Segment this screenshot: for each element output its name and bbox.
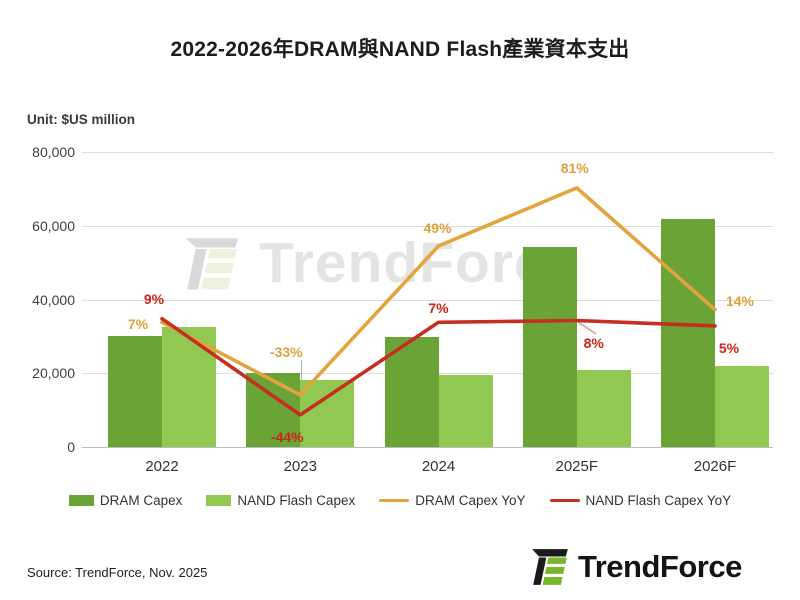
chart-title: 2022-2026年DRAM與NAND Flash產業資本支出 xyxy=(170,38,630,61)
leader-line-8pct xyxy=(577,321,597,335)
legend-label-nand-yoy: NAND Flash Capex YoY xyxy=(585,493,732,508)
legend-item-nand-yoy: NAND Flash Capex YoY xyxy=(549,493,732,508)
gridline xyxy=(82,152,773,153)
legend-item-nand-capex: NAND Flash Capex xyxy=(206,493,355,508)
dram-capex-bar xyxy=(522,247,577,447)
dram-yoy-swatch xyxy=(379,498,410,503)
trendforce-logo: TrendForce xyxy=(529,546,742,588)
x-axis-category-label: 2024 xyxy=(421,458,456,475)
trendforce-watermark-icon xyxy=(185,238,239,290)
dram-yoy-percent-label: 49% xyxy=(423,220,452,237)
trendforce-logo-icon xyxy=(532,549,568,585)
legend-label-nand-capex: NAND Flash Capex xyxy=(237,493,356,508)
legend-label-dram-capex: DRAM Capex xyxy=(99,493,183,508)
legend: DRAM Capex NAND Flash Capex DRAM Capex Y… xyxy=(0,493,800,508)
nand-flash-capex-bar xyxy=(576,369,631,447)
trendforce-logo-text: TrendForce xyxy=(578,549,742,584)
dram-capex-bar xyxy=(661,219,715,447)
nand-yoy-percent-label: 7% xyxy=(428,300,449,317)
dram-yoy-percent-label: 7% xyxy=(127,316,149,333)
nand-flash-capex-bar xyxy=(715,365,769,447)
x-axis-category-label: 2025F xyxy=(555,458,599,475)
nand-capex-swatch xyxy=(206,495,232,506)
nand-yoy-percent-label: 5% xyxy=(718,339,740,356)
dram-capex-bar xyxy=(108,336,162,447)
dram-yoy-percent-label: -33% xyxy=(269,343,303,360)
dram-capex-bar xyxy=(384,336,439,447)
legend-label-dram-yoy: DRAM Capex YoY xyxy=(415,493,526,508)
nand-yoy-percent-label: 9% xyxy=(143,290,165,307)
nand-yoy-percent-label: -44% xyxy=(270,428,304,445)
nand-flash-capex-bar xyxy=(300,379,355,447)
unit-label: Unit: $US million xyxy=(27,112,135,127)
nand-flash-capex-bar xyxy=(438,375,493,447)
y-axis-tick-label: 60,000 xyxy=(32,217,75,234)
y-axis-tick-label: 40,000 xyxy=(32,291,75,308)
y-axis-tick-label: 80,000 xyxy=(32,144,75,160)
x-axis-category-label: 2022 xyxy=(145,458,179,475)
x-axis-baseline xyxy=(82,447,773,448)
y-axis-tick-label: 20,000 xyxy=(32,365,75,382)
dram-yoy-percent-label: 81% xyxy=(560,159,589,176)
x-axis-category-label: 2026F xyxy=(693,458,737,475)
legend-item-dram-yoy: DRAM Capex YoY xyxy=(379,493,526,508)
x-axis-category-label: 2023 xyxy=(283,458,317,475)
watermark: TrendForce xyxy=(181,232,579,294)
y-axis-tick-label: 0 xyxy=(67,439,75,455)
legend-item-dram-capex: DRAM Capex xyxy=(68,493,183,508)
source-note: Source: TrendForce, Nov. 2025 xyxy=(27,565,208,580)
dram-capex-swatch xyxy=(68,495,94,506)
nand-flash-capex-bar xyxy=(162,327,216,447)
nand-yoy-percent-label: 8% xyxy=(583,335,604,352)
dram-yoy-percent-label: 14% xyxy=(725,292,755,309)
nand-yoy-swatch xyxy=(549,498,580,503)
